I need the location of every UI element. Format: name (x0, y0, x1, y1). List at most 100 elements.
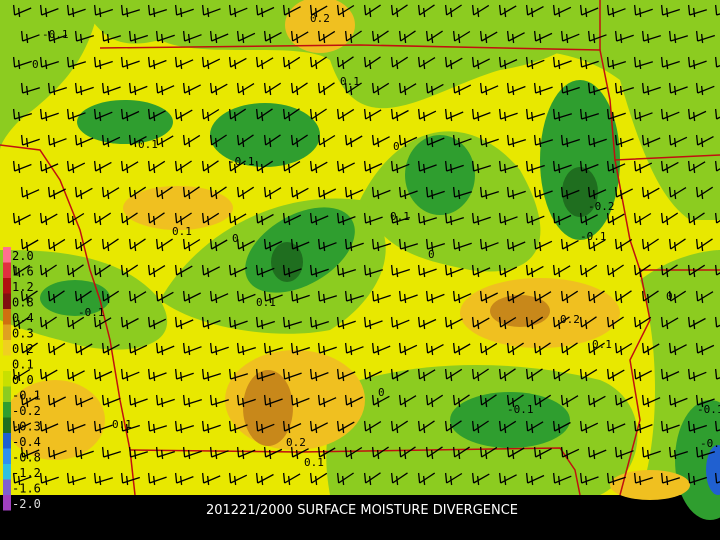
wind-barb (344, 446, 363, 460)
wind-barb (39, 108, 59, 122)
wind-barb (344, 290, 364, 304)
wind-barb (282, 368, 302, 382)
wind-barb (74, 446, 94, 460)
wind-barb (209, 82, 228, 96)
brown-area (243, 370, 293, 446)
wind-barb (101, 186, 120, 200)
wind-barbs (12, 4, 720, 486)
wind-barb (714, 316, 720, 328)
wind-barb (417, 212, 437, 226)
wind-barb (228, 108, 247, 122)
wind-barb (344, 82, 362, 96)
wind-barb (336, 160, 355, 174)
wind-barb (120, 472, 140, 486)
wind-barb (390, 264, 410, 278)
wind-barb (444, 472, 463, 486)
dark-green-area (405, 135, 475, 215)
wind-barb (147, 420, 167, 434)
wind-barb (120, 420, 140, 434)
wind-barb (633, 108, 653, 122)
legend-label: 0.1 (12, 358, 34, 372)
wind-barb (228, 160, 246, 174)
wind-barb (506, 82, 526, 96)
wind-barb (74, 394, 94, 408)
legend-label: 0.4 (12, 311, 34, 325)
legend-swatch (3, 262, 11, 278)
wind-barb (309, 368, 329, 382)
contour-label: 0 (428, 248, 435, 261)
wind-barb (606, 420, 626, 434)
wind-barb (668, 394, 688, 408)
wind-barb (363, 56, 381, 70)
wind-barb (560, 446, 580, 460)
wind-barb (263, 342, 283, 356)
wind-barb (147, 264, 166, 278)
wind-barb (317, 82, 335, 96)
wind-barb (560, 30, 580, 44)
wind-barb (641, 394, 661, 408)
wind-barb (74, 186, 93, 200)
wind-barb (147, 4, 167, 18)
wind-barb (398, 342, 418, 356)
wind-barb (614, 238, 633, 252)
wind-barb (39, 368, 58, 382)
wind-barb (12, 264, 31, 278)
wind-barb (66, 472, 86, 486)
wind-barb (20, 394, 39, 408)
wind-barb (471, 368, 489, 382)
wind-barb (336, 212, 356, 226)
wind-barb (687, 108, 707, 122)
wind-barb (641, 290, 659, 304)
contour-label: -0.2 (700, 437, 720, 450)
wind-barb (506, 446, 525, 460)
wind-barb (255, 472, 274, 486)
wind-barb (336, 4, 355, 18)
wind-barb (236, 290, 256, 304)
wind-barb (660, 264, 678, 278)
wind-barb (182, 238, 201, 252)
wind-barb (128, 238, 146, 252)
wind-barb (120, 56, 140, 70)
wind-barb (390, 4, 408, 18)
wind-barb (309, 108, 327, 122)
wind-barb (12, 160, 32, 174)
dark-green-area (245, 207, 355, 293)
contour-label: -0.1 (507, 403, 534, 416)
wind-barb (579, 316, 597, 330)
river (619, 269, 651, 496)
wind-barb (317, 342, 337, 356)
wind-barb (498, 108, 518, 122)
legend-label: 0.2 (12, 342, 34, 356)
wind-barb (633, 316, 652, 330)
wind-barb (390, 212, 410, 226)
wind-barb (587, 342, 605, 356)
wind-barb (687, 56, 707, 70)
legend-swatch (3, 433, 11, 449)
wind-barb (614, 82, 634, 96)
wind-barb (479, 134, 499, 148)
wind-barb (668, 30, 688, 44)
wind-barb (74, 238, 92, 252)
wind-barb (128, 134, 147, 148)
wind-barb (687, 212, 705, 226)
wind-barb (336, 108, 355, 122)
wind-barb (128, 394, 148, 408)
wind-barb (614, 394, 633, 408)
wind-barb (444, 160, 464, 174)
wind-barb (147, 56, 167, 70)
wind-barb (182, 394, 202, 408)
wind-barb (371, 186, 391, 200)
wind-barb (47, 290, 65, 304)
wind-barb (471, 316, 490, 330)
wind-barb (525, 368, 543, 382)
wind-barb (182, 342, 202, 356)
wind-barb (498, 420, 517, 434)
wind-barb (579, 368, 598, 382)
brown-area (490, 295, 550, 327)
wind-barb (228, 368, 248, 382)
wind-barb (633, 56, 653, 70)
wind-barb (263, 238, 283, 252)
wind-barb (525, 56, 545, 70)
wind-barb (606, 316, 624, 330)
